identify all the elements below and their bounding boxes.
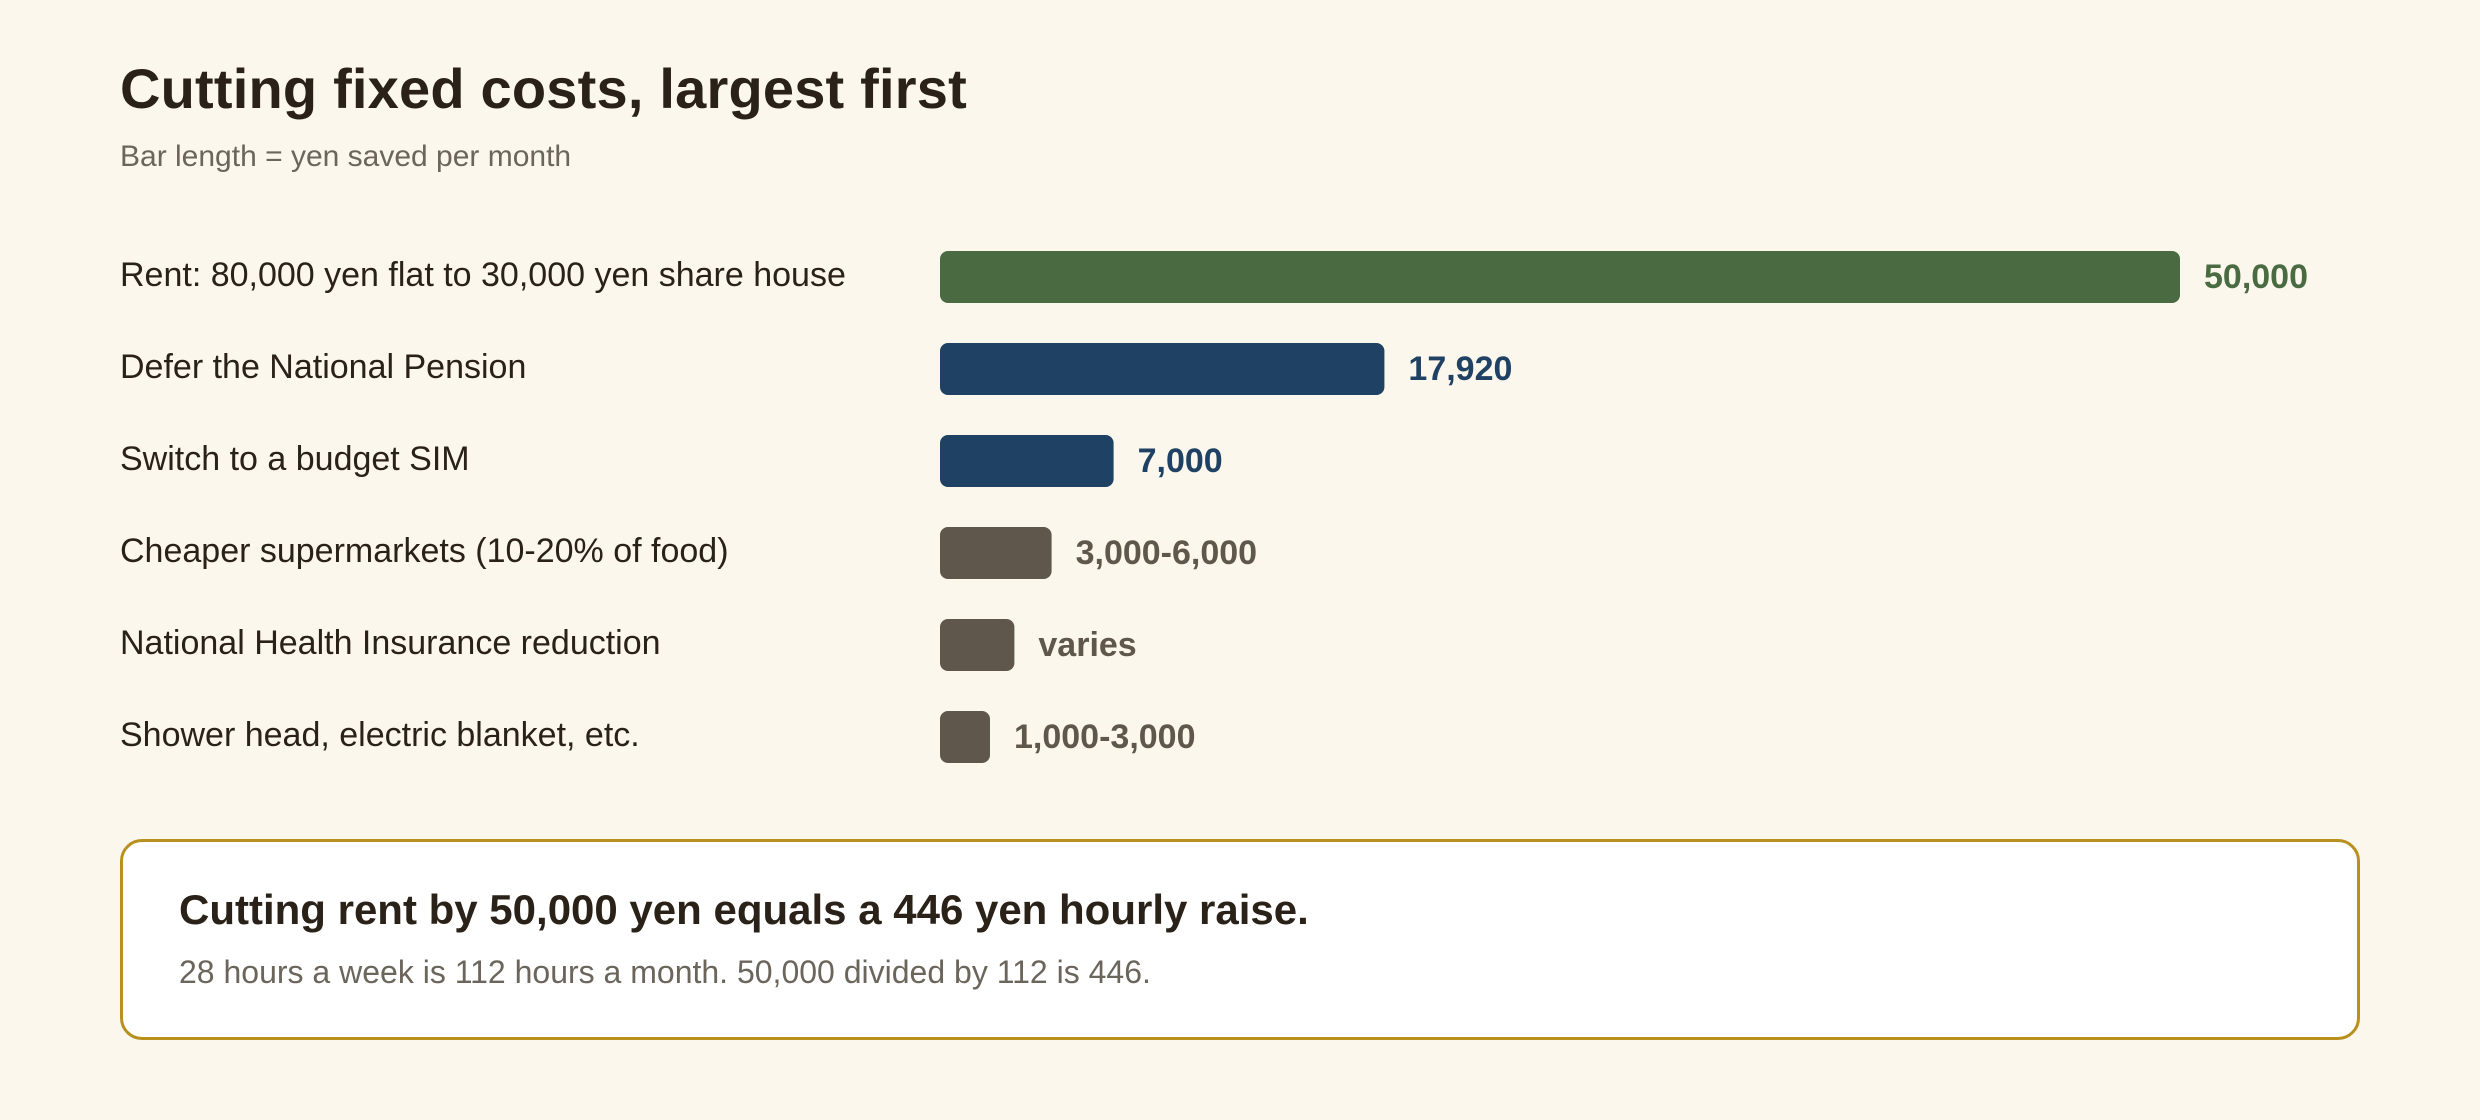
bar xyxy=(940,435,1114,487)
value-label: 3,000-6,000 xyxy=(1076,534,1258,572)
bar xyxy=(940,711,990,763)
bar xyxy=(940,527,1052,579)
bar xyxy=(940,251,2180,303)
callout-body: 28 hours a week is 112 hours a month. 50… xyxy=(179,954,1151,990)
chart-subtitle: Bar length = yen saved per month xyxy=(120,140,572,173)
category-label: National Health Insurance reduction xyxy=(120,624,661,662)
category-label: Shower head, electric blanket, etc. xyxy=(120,716,640,754)
callout-headline: Cutting rent by 50,000 yen equals a 446 … xyxy=(179,886,1309,933)
value-label: 7,000 xyxy=(1138,442,1223,480)
value-label: 50,000 xyxy=(2204,258,2308,296)
category-label: Rent: 80,000 yen flat to 30,000 yen shar… xyxy=(120,256,846,294)
category-label: Cheaper supermarkets (10-20% of food) xyxy=(120,532,729,570)
value-label: varies xyxy=(1038,626,1136,664)
value-label: 1,000-3,000 xyxy=(1014,718,1196,756)
bar xyxy=(940,619,1015,671)
savings-bar-chart: Rent: 80,000 yen flat to 30,000 yen shar… xyxy=(120,251,2308,763)
bar xyxy=(940,343,1385,395)
rent-callout-box: Cutting rent by 50,000 yen equals a 446 … xyxy=(120,839,2360,1040)
category-label: Switch to a budget SIM xyxy=(120,440,470,478)
value-label: 17,920 xyxy=(1408,350,1512,388)
category-label: Defer the National Pension xyxy=(120,348,526,386)
chart-title: Cutting fixed costs, largest first xyxy=(120,57,967,120)
